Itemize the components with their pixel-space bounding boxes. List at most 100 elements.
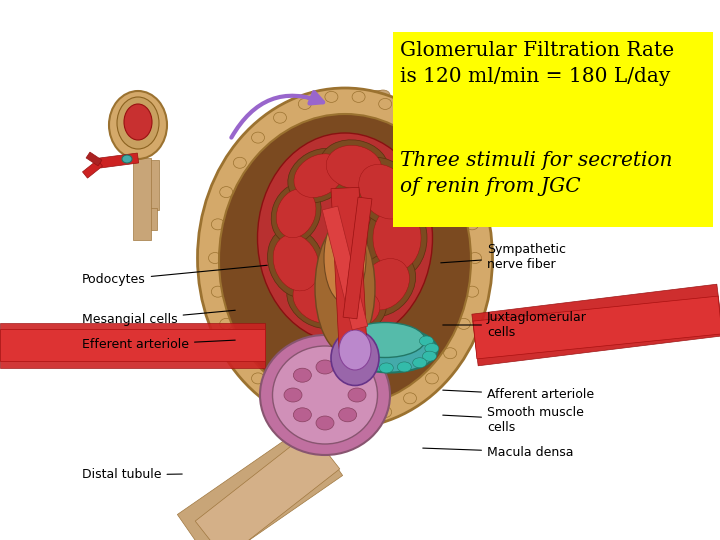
Polygon shape [195,431,340,540]
Ellipse shape [268,227,325,298]
Ellipse shape [324,213,366,303]
Ellipse shape [316,360,334,374]
Ellipse shape [426,132,438,143]
Text: Glomerular Filtration Rate
is 120 ml/min = 180 L/day: Glomerular Filtration Rate is 120 ml/min… [400,41,674,86]
Polygon shape [323,206,368,330]
Ellipse shape [220,187,233,198]
Polygon shape [343,197,372,319]
Ellipse shape [469,253,482,264]
Ellipse shape [294,154,344,198]
Ellipse shape [117,97,159,149]
Ellipse shape [320,98,334,108]
Ellipse shape [376,98,390,108]
Ellipse shape [124,104,152,140]
Ellipse shape [325,414,338,424]
Ellipse shape [325,91,338,103]
Polygon shape [0,329,265,361]
Ellipse shape [338,408,356,422]
Ellipse shape [444,157,456,168]
Ellipse shape [322,284,387,334]
Ellipse shape [413,357,427,368]
Ellipse shape [209,253,222,264]
Ellipse shape [354,252,415,316]
Polygon shape [473,296,720,359]
Ellipse shape [197,88,492,428]
Ellipse shape [233,348,246,359]
Ellipse shape [425,343,439,354]
Ellipse shape [233,157,246,168]
Ellipse shape [338,368,356,382]
Bar [393,142,713,227]
Text: Sympathetic
nerve fiber: Sympathetic nerve fiber [441,243,566,271]
Ellipse shape [379,407,392,417]
Ellipse shape [345,322,425,357]
Polygon shape [133,158,151,240]
Ellipse shape [298,407,311,417]
Ellipse shape [419,336,433,346]
Polygon shape [0,322,265,368]
Ellipse shape [352,158,418,226]
Text: Smooth muscle
cells: Smooth muscle cells [443,406,584,434]
Ellipse shape [403,112,416,123]
Text: Afferent arteriole: Afferent arteriole [443,388,594,402]
Ellipse shape [426,373,438,384]
Ellipse shape [274,112,287,123]
Ellipse shape [367,198,427,278]
Ellipse shape [109,91,167,159]
Ellipse shape [251,373,264,384]
Ellipse shape [298,98,311,110]
Ellipse shape [293,278,345,323]
Ellipse shape [316,416,334,430]
Polygon shape [329,90,381,113]
Ellipse shape [328,289,380,329]
Ellipse shape [352,91,365,103]
Ellipse shape [373,206,421,271]
Ellipse shape [376,90,390,100]
FancyArrowPatch shape [231,92,323,138]
Ellipse shape [457,187,470,198]
Text: Podocytes: Podocytes [82,265,267,287]
Ellipse shape [315,223,375,353]
Ellipse shape [271,183,321,244]
Ellipse shape [331,330,379,386]
Ellipse shape [339,330,371,370]
Ellipse shape [219,114,471,406]
Ellipse shape [273,234,319,291]
Text: Three stimuli for secretion
of renin from JGC: Three stimuli for secretion of renin fro… [400,151,672,195]
Ellipse shape [293,368,311,382]
Polygon shape [83,160,102,178]
Ellipse shape [359,164,411,219]
Text: Mesangial cells: Mesangial cells [82,310,235,327]
Polygon shape [177,424,343,540]
Ellipse shape [258,133,433,343]
Ellipse shape [284,388,302,402]
Polygon shape [99,153,139,168]
Text: Macula densa: Macula densa [423,446,574,458]
Ellipse shape [326,145,382,189]
Ellipse shape [251,132,264,143]
Ellipse shape [320,90,334,100]
Ellipse shape [362,361,376,370]
Text: Efferent arteriole: Efferent arteriole [82,339,235,352]
Ellipse shape [379,98,392,110]
Ellipse shape [352,414,365,424]
Ellipse shape [403,393,416,404]
Ellipse shape [360,259,410,310]
Ellipse shape [457,319,470,329]
Text: Juxtaglomerular
cells: Juxtaglomerular cells [443,311,587,339]
Polygon shape [331,187,367,349]
Ellipse shape [212,219,225,230]
Ellipse shape [272,346,377,444]
Bar [393,32,713,142]
Ellipse shape [288,148,350,203]
Ellipse shape [466,286,479,297]
Text: Distal tubule: Distal tubule [82,469,182,482]
Polygon shape [139,208,157,230]
Ellipse shape [348,388,366,402]
Ellipse shape [319,140,389,194]
Ellipse shape [423,351,436,361]
Polygon shape [86,152,102,166]
Ellipse shape [276,189,316,238]
Ellipse shape [220,319,233,329]
Ellipse shape [122,155,132,163]
